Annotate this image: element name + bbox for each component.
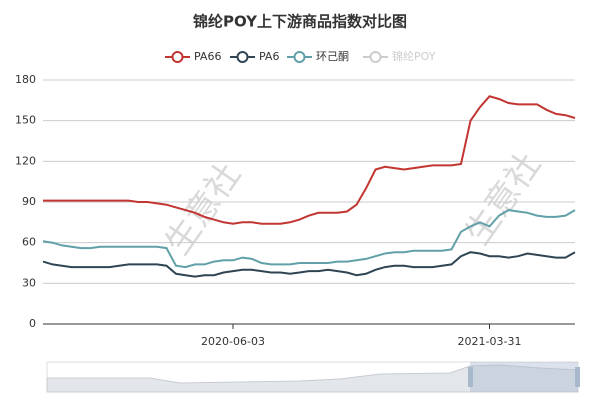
zoom-handle[interactable]: [575, 367, 580, 387]
watermark: 生意社: [158, 156, 249, 262]
y-tick-label: 150: [15, 114, 36, 127]
zoom-selection[interactable]: [470, 362, 578, 392]
x-tick-label: 2020-06-03: [201, 335, 265, 348]
zoom-handle[interactable]: [468, 367, 473, 387]
legend-label: PA6: [259, 50, 279, 63]
series-line: [43, 95, 576, 225]
chart-title: 锦纶POY上下游商品指数对比图: [193, 13, 407, 31]
x-tick-label: 2021-03-31: [458, 335, 522, 348]
legend-label: 锦纶POY: [392, 49, 436, 63]
legend-marker: [293, 51, 306, 63]
y-tick-label: 60: [22, 236, 36, 249]
y-tick-label: 90: [22, 195, 36, 208]
legend-marker: [171, 51, 184, 63]
legend-item[interactable]: 环己酮: [287, 50, 349, 63]
y-tick-label: 180: [15, 73, 36, 86]
legend-item[interactable]: PA6: [230, 50, 279, 63]
legend-item[interactable]: 锦纶POY: [363, 49, 436, 63]
series-line: [42, 251, 576, 278]
series-line: [42, 209, 576, 269]
legend-marker: [236, 51, 249, 63]
legend-label: PA66: [194, 50, 221, 63]
legend-marker: [369, 51, 382, 63]
y-tick-label: 120: [15, 154, 36, 167]
y-tick-label: 0: [29, 317, 36, 330]
legend-item[interactable]: PA66: [165, 50, 221, 63]
y-tick-label: 30: [22, 276, 36, 289]
legend-label: 环己酮: [316, 50, 349, 63]
data-zoom[interactable]: [46, 361, 580, 393]
